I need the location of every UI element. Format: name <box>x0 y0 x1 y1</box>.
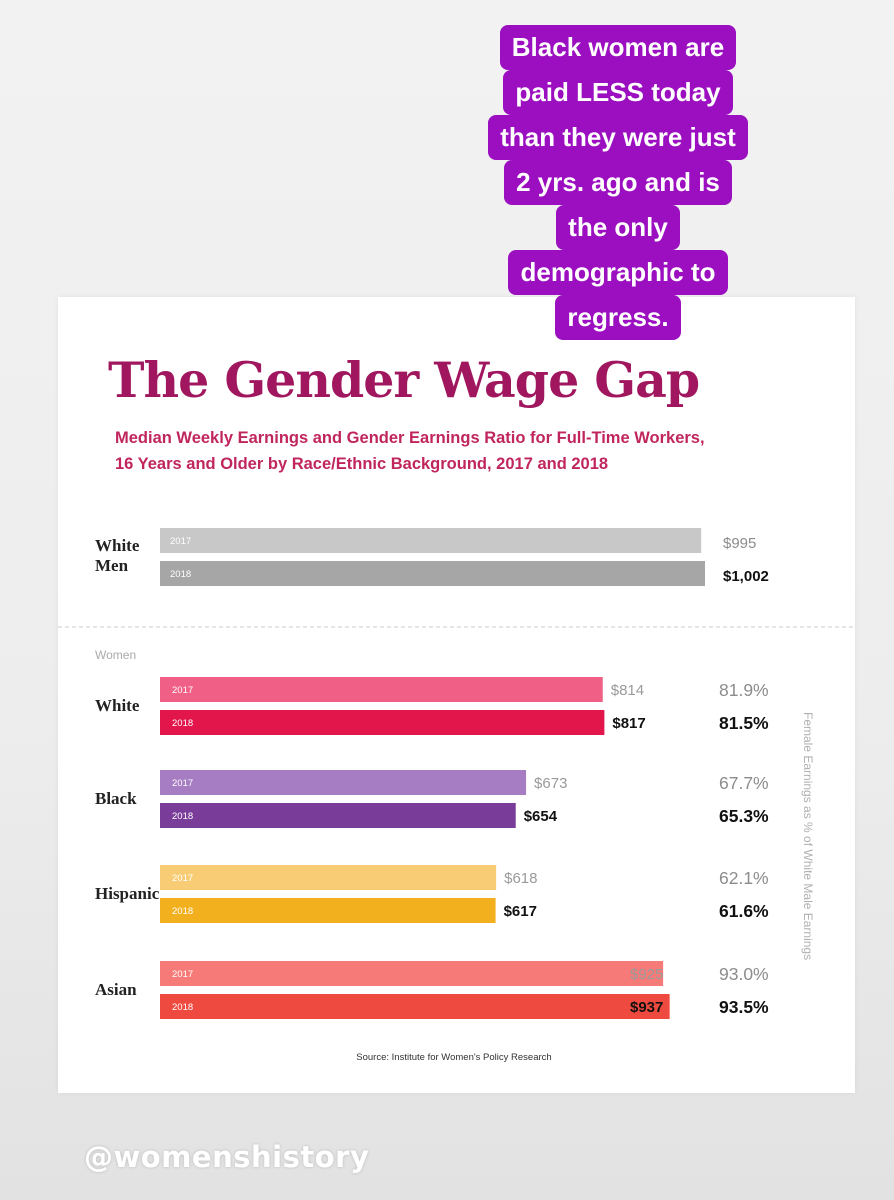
chart-subtitle-line-1: Median Weekly Earnings and Gender Earnin… <box>115 429 705 447</box>
year-label: 2017 <box>172 873 193 884</box>
bar-white-2017 <box>160 677 603 702</box>
bar-white-2018 <box>160 710 605 735</box>
caption-line: than they were just <box>488 115 748 160</box>
ratio-label-hispanic-2018: 61.6% <box>719 901 769 921</box>
ratio-label-white-2017: 81.9% <box>719 680 769 700</box>
caption-line: paid LESS today <box>503 70 733 115</box>
ratio-label-asian-2017: 93.0% <box>719 964 769 984</box>
value-label-white-2018: $817 <box>612 715 645 732</box>
caption-line-wrap: the only <box>458 205 778 250</box>
chart-subtitle-line-2: 16 Years and Older by Race/Ethnic Backgr… <box>115 455 608 473</box>
caption-line-wrap: demographic to <box>458 250 778 295</box>
year-label: 2018 <box>172 1002 193 1013</box>
caption-line: 2 yrs. ago and is <box>504 160 732 205</box>
group-label-black: Black <box>95 789 137 808</box>
bar-black-2018 <box>160 803 516 828</box>
caption-line-wrap: 2 yrs. ago and is <box>458 160 778 205</box>
ratio-label-black-2018: 65.3% <box>719 806 769 826</box>
bar-black-2017 <box>160 770 527 795</box>
ratio-label-asian-2018: 93.5% <box>719 997 769 1017</box>
value-label-hispanic-2017: $618 <box>504 870 537 887</box>
year-label: 2017 <box>172 969 193 980</box>
bar-asian-2017 <box>160 961 664 986</box>
value-label-hispanic-2018: $617 <box>504 903 537 920</box>
ratio-label-black-2017: 67.7% <box>719 773 769 793</box>
year-label: 2017 <box>172 685 193 696</box>
group-label-hispanic: Hispanic <box>95 884 160 903</box>
ratio-axis-label: Female Earnings as % of White Male Earni… <box>801 712 815 960</box>
caption-line: demographic to <box>508 250 728 295</box>
value-label-white-men-2017: $995 <box>723 535 756 552</box>
watermark: @womenshistory <box>84 1140 370 1174</box>
year-label: 2018 <box>172 811 193 822</box>
group-label-white-men-line-2: Men <box>95 556 129 575</box>
bar-asian-2018 <box>160 994 670 1019</box>
bars-layer: 2017 $995 2018 $1,002 White 2017 $814 81.9% 2018… <box>95 528 769 1019</box>
value-label-asian-2017: $925 <box>630 966 663 983</box>
bar-white-men-2017 <box>160 528 702 553</box>
group-label-asian: Asian <box>95 980 137 999</box>
value-label-asian-2018: $937 <box>630 999 663 1016</box>
group-label-white: White <box>95 696 140 715</box>
caption-line-wrap: Black women are <box>458 25 778 70</box>
year-label: 2018 <box>172 718 193 729</box>
bar-white-men-2018 <box>160 561 705 586</box>
ratio-label-hispanic-2017: 62.1% <box>719 868 769 888</box>
wage-gap-chart: The Gender Wage Gap Median Weekly Earnin… <box>58 351 855 1063</box>
chart-title: The Gender Wage Gap <box>108 351 699 409</box>
value-label-black-2018: $654 <box>524 808 558 825</box>
year-label: 2018 <box>170 569 191 580</box>
value-label-black-2017: $673 <box>534 775 567 792</box>
year-label: 2017 <box>170 536 191 547</box>
group-label-white-men-line-1: White <box>95 536 140 555</box>
caption-sticker: Black women are paid LESS today than they … <box>458 25 778 340</box>
chart-card: The Gender Wage Gap Median Weekly Earnin… <box>58 297 855 1093</box>
section-label-women: Women <box>95 648 136 662</box>
bar-hispanic-2018 <box>160 898 496 923</box>
source-note: Source: Institute for Women's Policy Res… <box>356 1052 551 1063</box>
caption-line-wrap: paid LESS today <box>458 70 778 115</box>
caption-line-wrap: than they were just <box>458 115 778 160</box>
year-label: 2017 <box>172 778 193 789</box>
value-label-white-2017: $814 <box>611 682 644 699</box>
value-label-white-men-2018: $1,002 <box>723 568 769 585</box>
caption-line: Black women are <box>499 25 737 70</box>
ratio-label-white-2018: 81.5% <box>719 713 769 733</box>
caption-line: the only <box>556 205 680 250</box>
bar-hispanic-2017 <box>160 865 497 890</box>
caption-line: regress. <box>555 295 681 340</box>
year-label: 2018 <box>172 906 193 917</box>
caption-line-wrap: regress. <box>458 295 778 340</box>
